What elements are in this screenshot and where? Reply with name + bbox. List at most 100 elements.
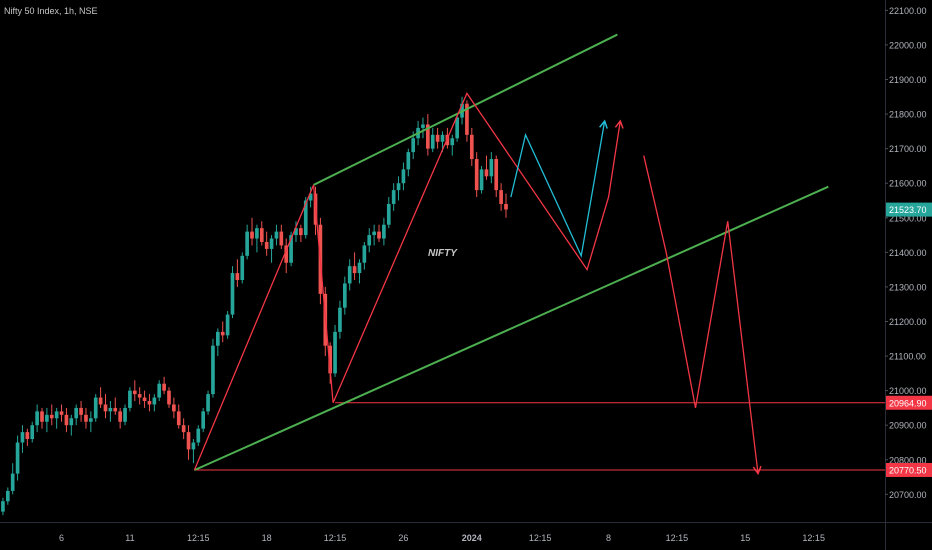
candle-body xyxy=(465,103,469,135)
candle-body xyxy=(426,124,430,149)
candle-body xyxy=(391,190,396,204)
y-tick-label: 20700.00 xyxy=(889,490,927,500)
candle-body xyxy=(49,414,54,419)
y-tick-label: 20800.00 xyxy=(889,455,927,465)
candle-body xyxy=(259,228,264,242)
projection-path-red xyxy=(193,91,621,471)
price-label-text: 20770.50 xyxy=(889,465,927,475)
candle-body xyxy=(328,345,332,374)
candle-body xyxy=(181,425,186,433)
candle-body xyxy=(367,235,372,246)
x-tick-label: 12:15 xyxy=(529,533,552,543)
candle-body xyxy=(489,159,494,177)
x-tick-label: 26 xyxy=(398,533,408,543)
candle-body xyxy=(93,397,98,419)
candle-body xyxy=(40,411,44,422)
candle-body xyxy=(137,394,142,398)
candle-body xyxy=(347,266,352,284)
y-tick-label: 21300.00 xyxy=(889,282,927,292)
candle-body xyxy=(386,203,391,225)
x-tick-label: 18 xyxy=(262,533,272,543)
candle-body xyxy=(494,159,499,191)
x-tick-label: 12:15 xyxy=(666,533,689,543)
chart-title: Nifty 50 Index, 1h, NSE xyxy=(4,6,98,16)
candle-body xyxy=(235,273,240,281)
candle-body xyxy=(225,314,230,336)
candle-body xyxy=(69,418,74,426)
projection-path-red-down xyxy=(643,155,759,474)
candle-body xyxy=(191,442,196,450)
arrowhead-cyan-up xyxy=(599,119,608,129)
candle-body xyxy=(357,262,362,274)
candle-body xyxy=(123,407,127,422)
candle-body xyxy=(411,138,416,153)
candle-body xyxy=(79,407,83,415)
candle-body xyxy=(132,390,137,395)
candle-body xyxy=(396,183,401,191)
candle-body xyxy=(113,407,118,412)
candle-body xyxy=(406,152,411,170)
candle-body xyxy=(377,231,381,239)
y-tick-label: 21800.00 xyxy=(889,110,927,120)
y-tick-label: 20900.00 xyxy=(889,421,927,431)
candle-body xyxy=(89,418,93,422)
candle-body xyxy=(342,283,347,308)
candle-body xyxy=(103,404,108,412)
candle-body xyxy=(299,228,303,236)
x-tick-label: 11 xyxy=(125,533,134,543)
nifty-annotation: NIFTY xyxy=(428,248,458,259)
arrowhead-red-down xyxy=(752,465,762,476)
y-tick-label: 21900.00 xyxy=(889,75,927,85)
candle-body xyxy=(152,397,157,405)
candle-body xyxy=(45,414,49,422)
candle-body xyxy=(172,404,176,412)
candle-body xyxy=(35,411,39,426)
candle-body xyxy=(64,414,69,426)
price-label-box xyxy=(886,395,932,410)
candle-body xyxy=(401,169,406,184)
candle-body xyxy=(201,411,206,429)
candle-body xyxy=(450,138,455,146)
candle-body xyxy=(338,307,342,332)
candle-body xyxy=(352,266,357,274)
candle-body xyxy=(186,432,191,450)
candle-body xyxy=(303,200,308,236)
candle-body xyxy=(54,411,59,419)
candle-body xyxy=(128,390,132,408)
candle-body xyxy=(504,203,508,210)
projection-path-cyan xyxy=(510,120,606,258)
price-label-text: 21523.70 xyxy=(889,205,927,215)
candle-body xyxy=(196,428,201,443)
candle-body xyxy=(59,411,64,415)
candle-body xyxy=(255,228,259,239)
candle-body xyxy=(157,383,162,398)
candle-body xyxy=(264,241,269,249)
candle-body xyxy=(25,432,30,440)
candle-body xyxy=(15,442,20,474)
candle-body xyxy=(74,407,79,419)
candle-body xyxy=(435,134,440,142)
candle-body xyxy=(215,331,220,346)
candle-body xyxy=(421,124,425,128)
candle-body xyxy=(206,394,210,412)
candle-body xyxy=(167,390,171,405)
candle-body xyxy=(499,190,503,204)
x-tick-label: 8 xyxy=(606,533,611,543)
price-label-box xyxy=(886,202,932,217)
y-tick-label: 21600.00 xyxy=(889,179,927,189)
y-tick-label: 21200.00 xyxy=(889,317,927,327)
x-tick-label: 12:15 xyxy=(802,533,825,543)
candle-body xyxy=(484,169,489,177)
candle-body xyxy=(245,231,249,256)
candle-body xyxy=(240,255,245,281)
candle-body xyxy=(440,134,445,142)
candle-body xyxy=(162,383,166,391)
candle-body xyxy=(20,432,25,443)
candle-body xyxy=(274,231,279,239)
candle-body xyxy=(30,425,35,440)
candle-body xyxy=(269,238,274,249)
candle-body xyxy=(118,411,122,422)
candle-body xyxy=(1,501,5,512)
